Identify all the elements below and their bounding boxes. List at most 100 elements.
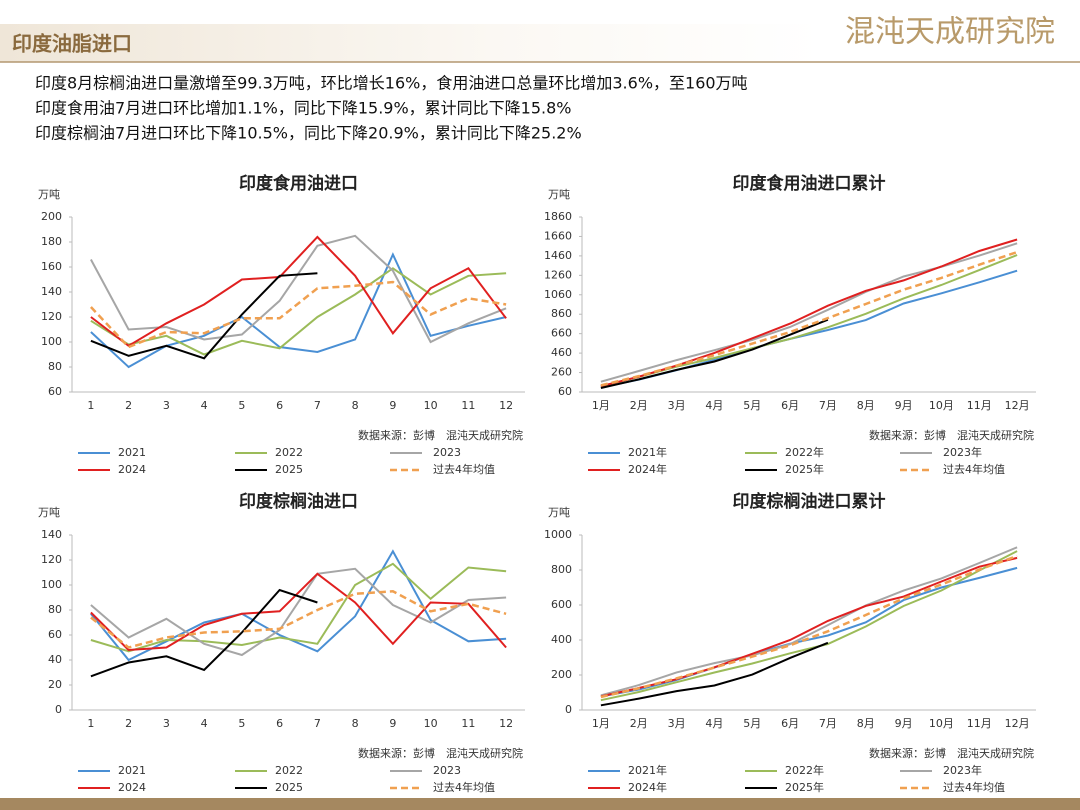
x-tick-label: 4: [201, 399, 208, 412]
series-line: [600, 546, 1018, 697]
chart-title: 印度食用油进口累计: [733, 173, 886, 194]
x-tick-label: 11: [461, 399, 475, 412]
series-line: [600, 554, 1018, 699]
series-line: [90, 549, 507, 662]
chart-title: 印度食用油进口: [239, 173, 358, 194]
x-tick-label: 12月: [1005, 399, 1030, 412]
y-tick-label: 1260: [544, 268, 572, 281]
source: 数据来源：彭博 混沌天成研究院: [358, 428, 523, 442]
y-tick-label: 180: [41, 235, 62, 248]
y-tick-label: 40: [48, 653, 62, 666]
unit-label: 万吨: [38, 188, 60, 201]
y-tick-label: 140: [41, 285, 62, 298]
page-title: 印度油脂进口: [12, 32, 132, 56]
x-tick-label: 7月: [819, 399, 837, 412]
legend-label: 2022: [275, 764, 303, 777]
x-tick-label: 8: [352, 717, 359, 730]
y-tick-label: 140: [41, 528, 62, 541]
y-tick-label: 1860: [544, 210, 572, 223]
y-tick-label: 120: [41, 553, 62, 566]
y-tick-label: 600: [551, 598, 572, 611]
x-tick-label: 12: [499, 717, 513, 730]
chart-title: 印度棕榈油进口累计: [733, 491, 886, 512]
series-line: [90, 267, 507, 356]
series-line: [90, 272, 318, 360]
y-tick-label: 200: [41, 210, 62, 223]
unit-label: 万吨: [38, 506, 60, 519]
x-tick-label: 2: [125, 399, 132, 412]
legend-label: 2022: [275, 446, 303, 459]
note: 印度8月棕榈油进口量激增至99.3万吨，环比增长16%，食用油进口总量环比增加3…: [35, 74, 748, 93]
x-tick-label: 7: [314, 399, 321, 412]
x-tick-label: 11月: [967, 399, 992, 412]
x-tick-label: 1: [87, 399, 94, 412]
legend-label: 过去4年均值: [433, 462, 495, 476]
y-tick-label: 260: [551, 366, 572, 379]
source: 数据来源：彭博 混沌天成研究院: [358, 746, 523, 760]
series-line: [600, 556, 1018, 698]
legend-label: 2025: [275, 781, 303, 794]
x-tick-label: 2: [125, 717, 132, 730]
x-tick-label: 9月: [895, 717, 913, 730]
legend-label: 2025: [275, 463, 303, 476]
x-tick-label: 10月: [929, 717, 954, 730]
series-line: [600, 242, 1018, 383]
series-line: [90, 235, 507, 348]
legend-label: 2023年: [943, 763, 982, 777]
legend-label: 2024年: [628, 780, 667, 794]
series-line: [90, 252, 507, 369]
x-tick-label: 4月: [705, 399, 723, 412]
y-tick-label: 800: [551, 563, 572, 576]
x-tick-label: 5月: [743, 717, 761, 730]
series-line: [600, 318, 829, 389]
y-tick-label: 0: [565, 703, 572, 716]
series-line: [90, 590, 507, 649]
legend-label: 2025年: [785, 462, 824, 476]
x-tick-label: 4月: [705, 717, 723, 730]
y-tick-label: 100: [41, 335, 62, 348]
x-tick-label: 10: [424, 399, 438, 412]
y-tick-label: 0: [55, 703, 62, 716]
x-tick-label: 12月: [1005, 717, 1030, 730]
legend-label: 2023年: [943, 445, 982, 459]
series-line: [90, 588, 318, 678]
logo: 混沌天成研究院: [845, 15, 1055, 50]
header-band: [0, 24, 820, 62]
x-tick-label: 5: [238, 399, 245, 412]
legend-label: 过去4年均值: [943, 462, 1005, 476]
y-tick-label: 20: [48, 678, 62, 691]
x-tick-label: 7月: [819, 717, 837, 730]
unit-label: 万吨: [548, 188, 570, 201]
x-tick-label: 5月: [743, 399, 761, 412]
series-line: [600, 641, 829, 707]
legend-label: 过去4年均值: [943, 780, 1005, 794]
x-tick-label: 6: [276, 717, 283, 730]
x-tick-label: 5: [238, 717, 245, 730]
source: 数据来源：彭博 混沌天成研究院: [869, 746, 1034, 760]
x-tick-label: 1月: [592, 717, 610, 730]
x-tick-label: 9: [389, 717, 396, 730]
y-tick-label: 400: [551, 633, 572, 646]
x-tick-label: 1月: [592, 399, 610, 412]
series-line: [90, 562, 507, 653]
x-tick-label: 3月: [668, 399, 686, 412]
unit-label: 万吨: [548, 506, 570, 519]
y-tick-label: 860: [551, 307, 572, 320]
y-tick-label: 80: [48, 360, 62, 373]
legend-label: 2024: [118, 463, 146, 476]
y-tick-label: 460: [551, 346, 572, 359]
y-tick-label: 1000: [544, 528, 572, 541]
note: 印度棕榈油7月进口环比下降10.5%，同比下降20.9%，累计同比下降25.2%: [35, 124, 582, 143]
x-tick-label: 12: [499, 399, 513, 412]
x-tick-label: 7: [314, 717, 321, 730]
x-tick-label: 2月: [630, 717, 648, 730]
legend-label: 2023: [433, 446, 461, 459]
y-tick-label: 120: [41, 310, 62, 323]
series-line: [89, 280, 507, 349]
y-tick-label: 200: [551, 668, 572, 681]
legend-label: 2024: [118, 781, 146, 794]
y-tick-label: 60: [558, 385, 572, 398]
legend-label: 2022年: [785, 445, 824, 459]
y-tick-label: 1660: [544, 229, 572, 242]
